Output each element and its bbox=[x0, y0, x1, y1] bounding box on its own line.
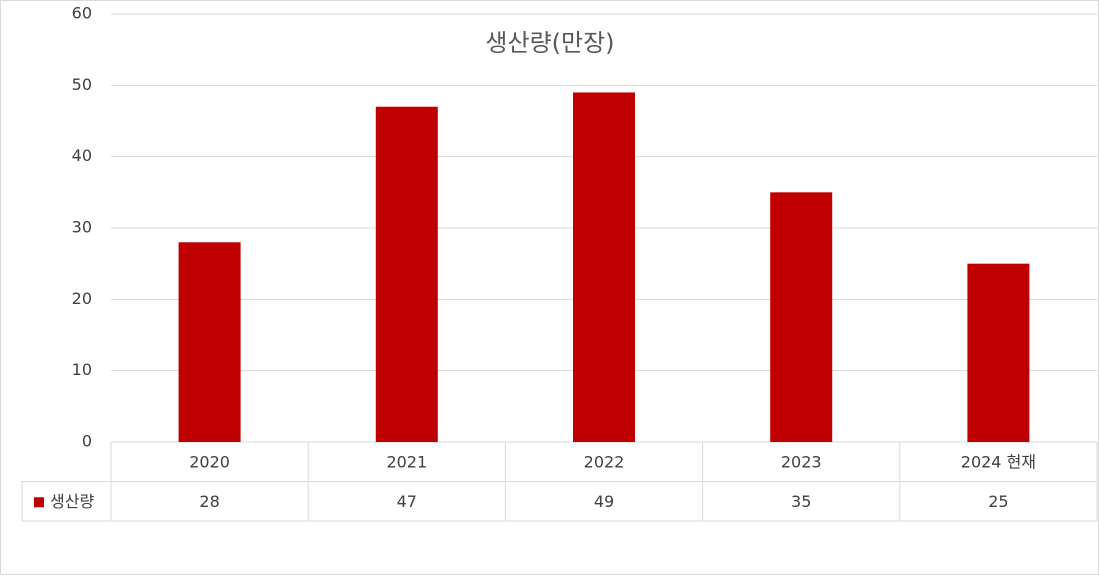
x-tick-label: 2021 bbox=[386, 452, 427, 471]
legend-label: 생산량 bbox=[50, 492, 94, 511]
y-tick-label: 50 bbox=[72, 75, 92, 94]
y-tick-label: 10 bbox=[72, 360, 92, 379]
x-tick-label: 2024 현재 bbox=[961, 452, 1036, 471]
data-table-value: 25 bbox=[988, 492, 1008, 511]
bar bbox=[770, 192, 833, 442]
x-tick-label: 2023 bbox=[781, 452, 822, 471]
data-table-value: 28 bbox=[199, 492, 219, 511]
legend-key bbox=[34, 497, 44, 508]
x-tick-label: 2020 bbox=[189, 452, 230, 471]
bar bbox=[375, 106, 438, 442]
bar bbox=[178, 242, 241, 442]
bar bbox=[967, 263, 1030, 442]
data-table-value: 49 bbox=[594, 492, 614, 511]
y-tick-label: 40 bbox=[72, 146, 92, 165]
bar bbox=[573, 92, 635, 442]
y-tick-label: 0 bbox=[82, 432, 92, 451]
data-table-value: 47 bbox=[397, 492, 417, 511]
data-table-value: 35 bbox=[791, 492, 811, 511]
y-tick-label: 60 bbox=[72, 4, 92, 23]
y-tick-label: 20 bbox=[72, 289, 92, 308]
y-tick-label: 30 bbox=[72, 218, 92, 237]
chart-title: 생산량(만장) bbox=[485, 29, 614, 57]
x-tick-label: 2022 bbox=[584, 452, 625, 471]
